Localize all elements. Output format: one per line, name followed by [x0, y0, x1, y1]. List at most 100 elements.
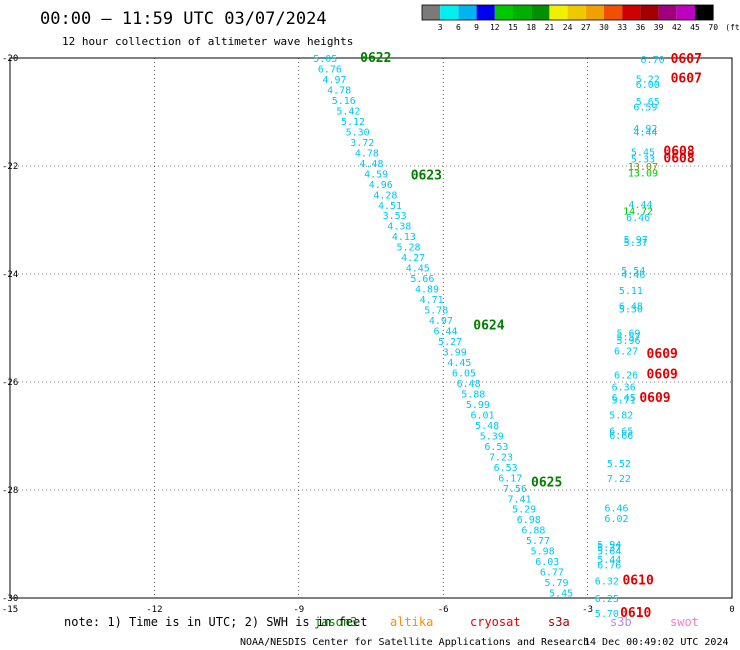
data-value-label: 4.89 — [415, 285, 439, 296]
colorbar-tick-label: 27 — [581, 23, 591, 32]
data-value-label: 5.28 — [396, 243, 420, 254]
data-value-label: 6.53 — [484, 442, 508, 453]
y-tick-label: -20 — [2, 54, 18, 64]
data-value-label: 13.09 — [628, 168, 658, 179]
data-value-label: 5.44 — [597, 555, 621, 566]
data-value-label: 5.78 — [424, 306, 448, 317]
data-value-label: 7.41 — [507, 494, 531, 505]
data-value-label: 6.46 — [604, 503, 628, 514]
data-value-label: 5.45 — [549, 589, 573, 600]
data-value-label: 4.59 — [364, 169, 388, 180]
data-value-label: 5.94 — [597, 540, 621, 551]
x-axis-ticks: -15 -12 -9 -6 -3 0 — [2, 605, 735, 615]
x-tick-label: -3 — [582, 605, 593, 615]
colorbar-swatch — [494, 5, 513, 20]
data-value-label: 5.69 — [616, 328, 640, 339]
x-tick-label: -9 — [293, 605, 304, 615]
data-value-label: 4.44 — [628, 200, 652, 211]
data-value-label: 5.57 — [616, 333, 640, 344]
x-tick-label: -12 — [146, 605, 162, 615]
satellite-legend-cryosat: cryosat — [470, 615, 521, 629]
data-value-label: 6.77 — [540, 568, 564, 579]
y-tick-label: -22 — [2, 162, 18, 172]
data-value-label: 4.97 — [429, 316, 453, 327]
x-tick-label: -6 — [438, 605, 449, 615]
colorbar-tick-label: 3 — [438, 23, 443, 32]
data-value-label: 7.23 — [489, 452, 513, 463]
data-value-label: 6.01 — [470, 410, 494, 421]
colorbar-swatch — [567, 5, 586, 20]
colorbar-swatch — [676, 5, 695, 20]
time-tag-label: 0607 — [671, 72, 702, 87]
colorbar-tick-label: 12 — [490, 23, 500, 32]
data-value-label: 5.70 — [595, 609, 619, 620]
time-tag-label: 0607 — [671, 52, 702, 67]
data-value-label: 6.03 — [535, 557, 559, 568]
page-title: 00:00 — 11:59 UTC 03/07/2024 — [40, 9, 327, 29]
data-value-label: 4.44 — [633, 127, 657, 138]
data-value-label: 6.26 — [614, 370, 638, 381]
data-value-label: 5.71 — [612, 395, 636, 406]
colorbar-border — [421, 4, 714, 21]
data-value-label: 5.64 — [597, 546, 621, 557]
colorbar-swatch — [458, 5, 477, 20]
colorbar-tick-label: 15 — [508, 23, 518, 32]
satellite-legend: jason3 altika cryosat s3a s3b swot — [314, 615, 699, 629]
y-tick-label: -24 — [2, 270, 18, 280]
data-value-label: 4.38 — [387, 222, 411, 233]
data-value-label: 5.52 — [607, 459, 631, 470]
colorbar-tick-label: 24 — [563, 23, 573, 32]
data-value-label: 5.96 — [616, 336, 640, 347]
data-value-label: 4.28 — [373, 190, 397, 201]
colorbar-tick-label: 18 — [526, 23, 536, 32]
data-value-label: 5.54 — [621, 266, 645, 277]
colorbar-swatch — [622, 5, 641, 20]
colorbar-tick-label: 33 — [617, 23, 627, 32]
satellite-legend-swot: swot — [670, 615, 699, 629]
data-value-label: 5.30 — [619, 305, 643, 316]
y-tick-label: -26 — [2, 378, 18, 388]
data-value-label: 6.00 — [636, 80, 660, 91]
colorbar-swatch — [440, 5, 459, 20]
colorbar-swatch — [695, 5, 714, 20]
data-value-label: 3.99 — [443, 348, 467, 359]
plot-frame — [9, 57, 733, 599]
colorbar-tick-label: 70 — [708, 23, 718, 32]
time-tag-label: 0609 — [639, 391, 670, 406]
satellite-legend-s3a: s3a — [548, 615, 570, 629]
colorbar-swatch — [549, 5, 568, 20]
data-value-label: 6.65 — [609, 427, 633, 438]
data-value-label: 4.92 — [633, 124, 657, 135]
data-value-label: 7.22 — [607, 474, 631, 485]
satellite-legend-jason3: jason3 — [314, 615, 357, 629]
data-value-label: 6.98 — [517, 515, 541, 526]
data-value-label: 5.45 — [631, 147, 655, 158]
colorbar-swatch — [640, 5, 659, 20]
time-tag-label: 0610 — [620, 606, 651, 621]
data-value-label: 14.72 — [623, 206, 653, 217]
colorbar-unit: (ft) — [725, 23, 740, 32]
data-value-label: 4.45 — [447, 358, 471, 369]
colorbar-tick-label: 45 — [690, 23, 700, 32]
data-value-label: 4.27 — [401, 253, 425, 264]
time-tag-label: 0624 — [473, 318, 504, 333]
x-tick-label: -15 — [2, 605, 18, 615]
data-value-label: 6.32 — [595, 577, 619, 588]
data-value-label: 6.45 — [612, 393, 636, 404]
data-value-label: 5.42 — [336, 106, 360, 117]
page-subtitle: 12 hour collection of altimeter wave hei… — [62, 35, 353, 48]
data-value-label: 5.99 — [466, 400, 490, 411]
data-value-label: 5.22 — [636, 75, 660, 86]
data-value-label: 5.82 — [609, 410, 633, 421]
satellite-legend-altika: altika — [390, 615, 433, 629]
y-axis-ticks: -20 -22 -24 -26 -28 -30 — [2, 54, 18, 604]
data-value-label: 5.37 — [624, 238, 648, 249]
time-tag-label: 0625 — [531, 475, 562, 490]
data-value-label: 3.53 — [383, 211, 407, 222]
data-value-label: 5.97 — [624, 235, 648, 246]
data-value-label: 3.72 — [350, 138, 374, 149]
colorbar-swatch — [604, 5, 623, 20]
